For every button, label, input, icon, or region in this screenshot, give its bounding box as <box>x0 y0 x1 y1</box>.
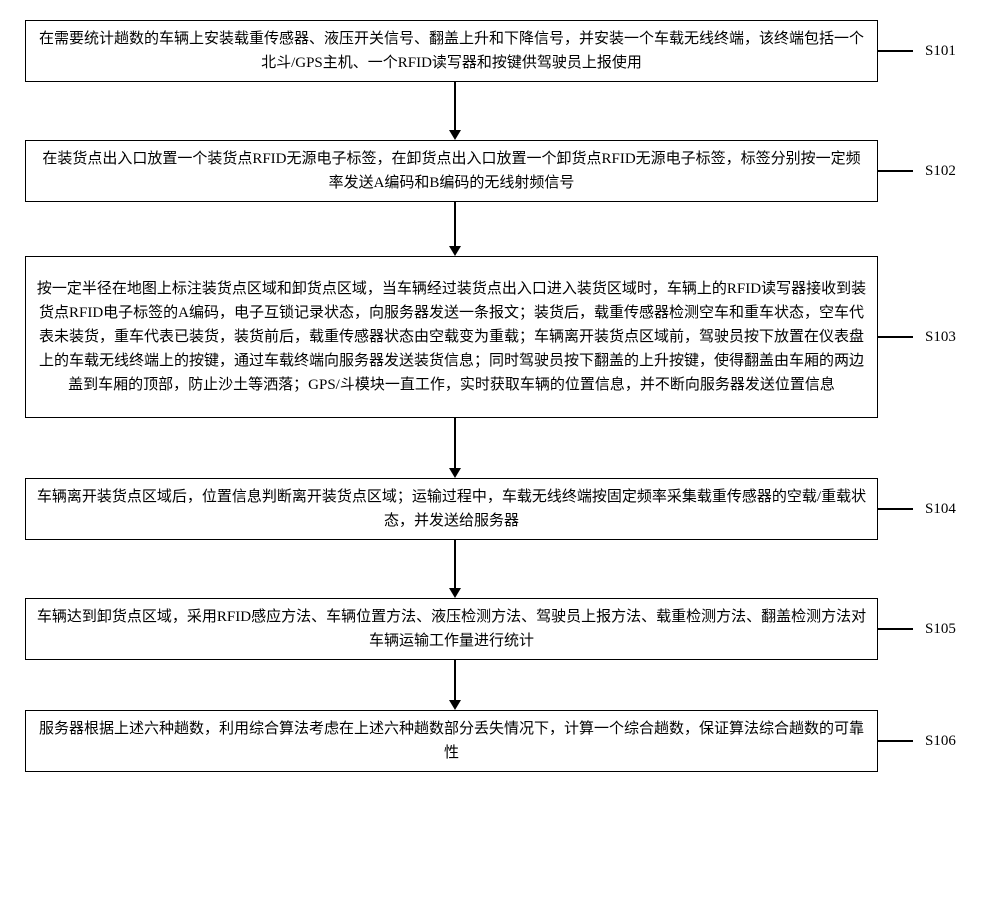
step-text-s104: 车辆离开装货点区域后，位置信息判断离开装货点区域；运输过程中，车载无线终端按固定… <box>36 485 867 533</box>
step-text-s106: 服务器根据上述六种趟数，利用综合算法考虑在上述六种趟数部分丢失情况下，计算一个综… <box>36 717 867 765</box>
arrow-head-icon <box>449 700 461 710</box>
step-box-s105: 车辆达到卸货点区域，采用RFID感应方法、车辆位置方法、液压检测方法、驾驶员上报… <box>25 598 878 660</box>
step-label-s103: S103 <box>925 329 985 346</box>
arrow-line <box>454 202 456 246</box>
step-label-s104: S104 <box>925 501 985 518</box>
arrow-line <box>454 540 456 588</box>
arrow-line <box>454 418 456 468</box>
connector-line-s101 <box>878 50 913 52</box>
arrow-head-icon <box>449 588 461 598</box>
step-label-s101: S101 <box>925 43 985 60</box>
step-box-s102: 在装货点出入口放置一个装货点RFID无源电子标签，在卸货点出入口放置一个卸货点R… <box>25 140 878 202</box>
step-s104: 车辆离开装货点区域后，位置信息判断离开装货点区域；运输过程中，车载无线终端按固定… <box>15 478 985 540</box>
step-box-s106: 服务器根据上述六种趟数，利用综合算法考虑在上述六种趟数部分丢失情况下，计算一个综… <box>25 710 878 772</box>
step-s101: 在需要统计趟数的车辆上安装载重传感器、液压开关信号、翻盖上升和下降信号，并安装一… <box>15 20 985 82</box>
step-label-s106: S106 <box>925 733 985 750</box>
step-text-s103: 按一定半径在地图上标注装货点区域和卸货点区域，当车辆经过装货点出入口进入装货区域… <box>36 277 867 397</box>
arrow-s101-s102 <box>449 82 461 140</box>
arrow-head-icon <box>449 130 461 140</box>
arrow-s105-s106 <box>449 660 461 710</box>
arrow-head-icon <box>449 246 461 256</box>
connector-line-s106 <box>878 740 913 742</box>
connector-line-s105 <box>878 628 913 630</box>
step-box-s104: 车辆离开装货点区域后，位置信息判断离开装货点区域；运输过程中，车载无线终端按固定… <box>25 478 878 540</box>
step-text-s101: 在需要统计趟数的车辆上安装载重传感器、液压开关信号、翻盖上升和下降信号，并安装一… <box>36 27 867 75</box>
step-box-s101: 在需要统计趟数的车辆上安装载重传感器、液压开关信号、翻盖上升和下降信号，并安装一… <box>25 20 878 82</box>
step-text-s102: 在装货点出入口放置一个装货点RFID无源电子标签，在卸货点出入口放置一个卸货点R… <box>36 147 867 195</box>
connector-line-s103 <box>878 336 913 338</box>
step-box-s103: 按一定半径在地图上标注装货点区域和卸货点区域，当车辆经过装货点出入口进入装货区域… <box>25 256 878 418</box>
arrow-s104-s105 <box>449 540 461 598</box>
connector-line-s104 <box>878 508 913 510</box>
step-s102: 在装货点出入口放置一个装货点RFID无源电子标签，在卸货点出入口放置一个卸货点R… <box>15 140 985 202</box>
arrow-head-icon <box>449 468 461 478</box>
step-s103: 按一定半径在地图上标注装货点区域和卸货点区域，当车辆经过装货点出入口进入装货区域… <box>15 256 985 418</box>
arrow-line <box>454 82 456 130</box>
step-label-s102: S102 <box>925 163 985 180</box>
step-label-s105: S105 <box>925 621 985 638</box>
arrow-line <box>454 660 456 700</box>
arrow-s102-s103 <box>449 202 461 256</box>
arrow-s103-s104 <box>449 418 461 478</box>
connector-line-s102 <box>878 170 913 172</box>
step-text-s105: 车辆达到卸货点区域，采用RFID感应方法、车辆位置方法、液压检测方法、驾驶员上报… <box>36 605 867 653</box>
flowchart-container: 在需要统计趟数的车辆上安装载重传感器、液压开关信号、翻盖上升和下降信号，并安装一… <box>15 20 985 772</box>
step-s106: 服务器根据上述六种趟数，利用综合算法考虑在上述六种趟数部分丢失情况下，计算一个综… <box>15 710 985 772</box>
step-s105: 车辆达到卸货点区域，采用RFID感应方法、车辆位置方法、液压检测方法、驾驶员上报… <box>15 598 985 660</box>
